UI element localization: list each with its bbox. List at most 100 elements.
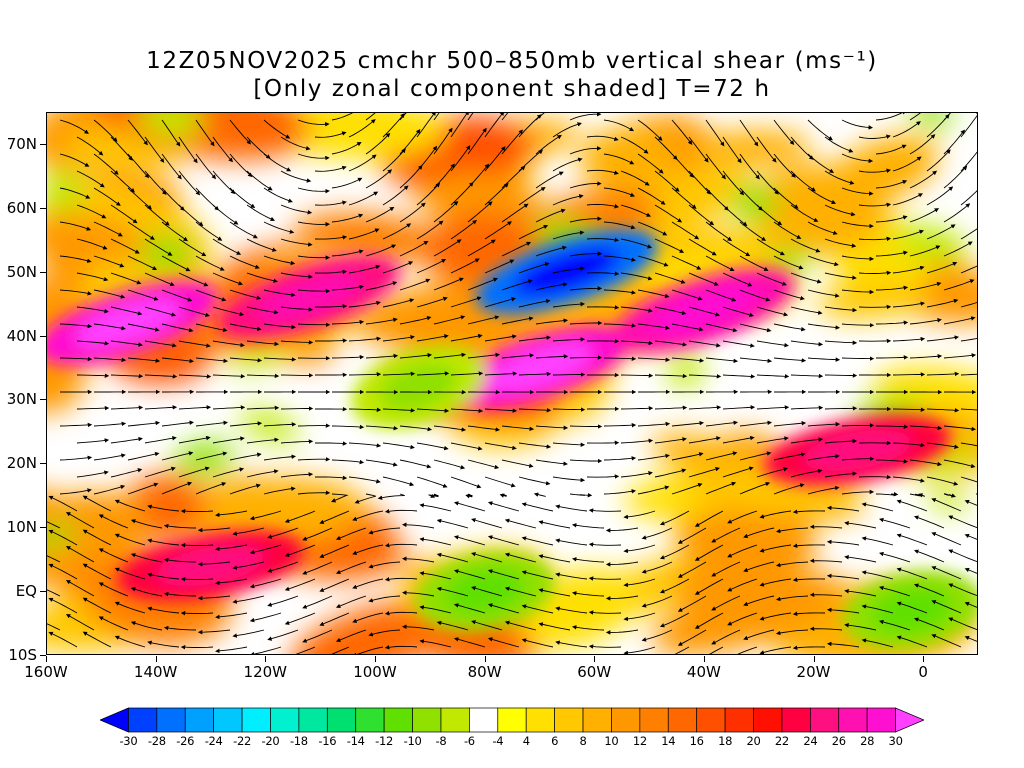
streamline — [913, 583, 945, 597]
streamline — [419, 503, 452, 512]
streamline — [739, 221, 767, 241]
shading-patch-negative — [927, 489, 969, 512]
streamline — [879, 551, 911, 563]
streamline — [263, 187, 293, 203]
streamline — [82, 495, 112, 512]
streamline — [909, 493, 926, 498]
streamline — [807, 485, 840, 495]
streamline — [826, 505, 860, 512]
streamline — [161, 420, 195, 427]
streamline — [229, 289, 262, 300]
streamline — [195, 357, 229, 364]
streamline — [620, 306, 653, 313]
streamline — [212, 204, 239, 225]
shading-patch-negative — [227, 345, 287, 370]
streamline — [365, 281, 398, 291]
streamline — [284, 510, 316, 523]
streamline — [433, 315, 466, 325]
streamline — [824, 406, 858, 411]
streamline — [147, 572, 180, 580]
streamline — [127, 153, 150, 179]
streamline — [824, 136, 854, 153]
longitude-label: 20W — [796, 663, 831, 681]
streamline — [518, 407, 552, 413]
streamline — [943, 203, 971, 223]
streamline — [467, 239, 496, 257]
streamline — [416, 476, 448, 488]
streamline — [428, 493, 439, 498]
streamline — [824, 272, 857, 280]
streamline — [280, 306, 314, 312]
streamline — [453, 569, 486, 580]
streamline — [623, 612, 656, 622]
streamline — [319, 578, 350, 592]
shading-patch-negative — [46, 523, 80, 551]
streamline — [195, 451, 228, 461]
streamline — [263, 119, 291, 139]
colorbar-label: 24 — [803, 734, 818, 748]
streamline — [65, 546, 95, 563]
streamline — [688, 204, 715, 226]
streamline — [297, 153, 330, 161]
streamline — [501, 353, 535, 359]
streamline — [790, 340, 824, 347]
streamline — [76, 238, 108, 250]
streamline — [195, 420, 229, 427]
streamline — [603, 153, 635, 165]
streamline — [875, 491, 899, 497]
streamline — [555, 572, 588, 580]
streamline — [711, 527, 741, 543]
streamline — [926, 442, 959, 449]
streamline — [433, 459, 466, 470]
streamline — [518, 335, 552, 342]
streamline-layer — [46, 112, 978, 655]
streamline — [127, 357, 161, 363]
streamline — [280, 170, 312, 183]
longitude-label: 140W — [133, 663, 178, 681]
streamline — [909, 134, 936, 155]
colorbar-swatch — [298, 707, 328, 733]
streamline — [926, 371, 960, 377]
streamline — [875, 320, 909, 325]
streamline — [416, 371, 450, 376]
streamline — [335, 629, 367, 643]
latitude-label: 60N — [6, 198, 37, 217]
streamline — [114, 533, 146, 546]
latitude-tick — [40, 335, 46, 337]
shading-patch-negative — [669, 352, 703, 389]
streamline — [705, 221, 733, 242]
streamline — [603, 456, 637, 461]
streamline — [809, 592, 843, 598]
colorbar-label: -24 — [204, 734, 223, 748]
streamline — [484, 259, 515, 274]
streamline — [756, 170, 779, 195]
streamline — [790, 170, 816, 192]
streamline — [926, 335, 960, 342]
streamline — [399, 352, 433, 359]
streamline — [694, 510, 724, 527]
streamline — [654, 170, 680, 192]
streamline — [538, 554, 571, 563]
streamline — [127, 187, 152, 210]
streamline — [586, 305, 620, 310]
streamline — [314, 475, 348, 481]
latitude-tick — [40, 207, 46, 209]
streamline — [212, 436, 245, 444]
streamline — [677, 527, 707, 544]
chart-title: 12Z05NOV2025 cmchr 500–850mb vertical sh… — [146, 48, 878, 74]
streamline — [416, 259, 447, 274]
streamline — [501, 425, 535, 432]
streamline — [114, 601, 146, 614]
streamline — [535, 318, 569, 325]
streamline — [246, 373, 280, 379]
streamline — [212, 136, 233, 163]
streamline — [471, 586, 503, 597]
shading-patch — [831, 135, 939, 203]
streamline — [756, 272, 787, 286]
streamline — [659, 544, 690, 560]
streamline — [943, 493, 956, 498]
streamline — [368, 595, 401, 603]
streamline — [858, 134, 891, 139]
streamline — [215, 646, 248, 654]
streamline — [487, 535, 520, 546]
